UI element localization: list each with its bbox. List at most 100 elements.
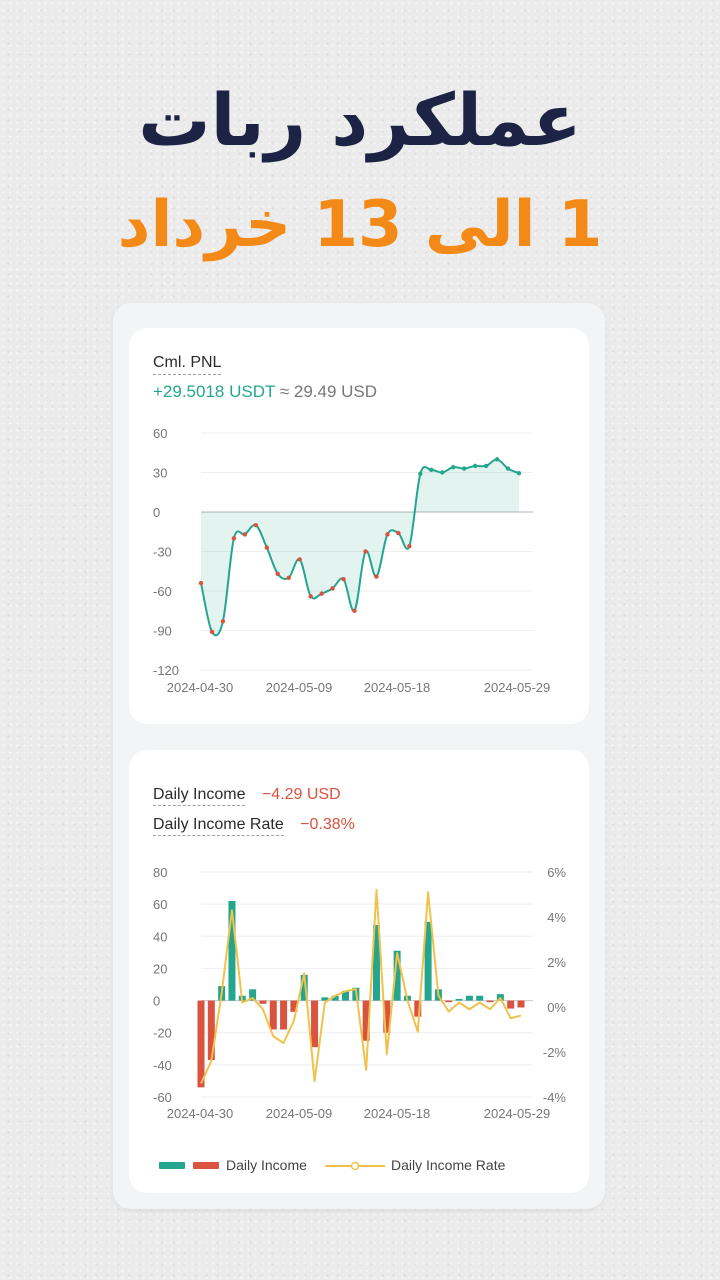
pnl-point (461, 466, 467, 471)
pnl-point (494, 457, 500, 462)
cml-pnl-label[interactable]: Cml. PNL (153, 354, 222, 375)
legend-income-label: Daily Income (226, 1157, 307, 1173)
y2-tick-label: -2% (543, 1045, 567, 1060)
pnl-point (220, 619, 226, 624)
daily-income-value: −4.29 USD (261, 786, 341, 803)
headline-subtitle: 1 الی 13 خرداد (117, 188, 603, 262)
x-tick-label: 2024-05-09 (266, 1106, 333, 1121)
pnl-area (201, 459, 519, 636)
income-bar (321, 997, 329, 1001)
income-bar (517, 1000, 525, 1008)
income-bar (300, 974, 308, 1001)
daily-income-label[interactable]: Daily Income (153, 786, 246, 806)
charts-panel: Cml. PNL +29.5018 USDT ≈ 29.49 USD 60 30 0… (113, 303, 605, 1209)
pnl-point (242, 532, 248, 537)
pnl-point (253, 522, 259, 528)
headline-title: عملکرد ربات (138, 78, 582, 162)
pnl-point (429, 467, 434, 473)
x-tick-label: 2024-04-30 (167, 1106, 234, 1121)
x-tick-label: 2024-04-30 (167, 680, 234, 695)
x-tick-label: 2024-05-18 (364, 680, 431, 695)
income-bar (207, 1000, 215, 1061)
pnl-point (286, 575, 291, 581)
y-tick-label: -90 (153, 624, 172, 639)
income-bar (197, 1000, 205, 1088)
pnl-point (418, 471, 423, 477)
pnl-point (407, 544, 412, 549)
y-tick-label: -120 (153, 663, 179, 678)
pnl-point (385, 532, 390, 537)
income-bar (445, 1000, 453, 1003)
y-tick-label: 60 (153, 897, 167, 912)
pnl-point (275, 571, 280, 577)
pnl-point (472, 463, 478, 469)
y-tick-label: 30 (153, 466, 167, 481)
income-bar (507, 1000, 515, 1009)
y-tick-label: -60 (153, 584, 172, 599)
pnl-point (231, 536, 237, 541)
daily-income-row: Daily Income −4.29 USD (153, 786, 341, 806)
pnl-point (319, 591, 324, 596)
y-tick-label: -40 (153, 1058, 172, 1073)
y-tick-label: 60 (153, 426, 167, 441)
income-bar (476, 995, 484, 1001)
income-bar (362, 1000, 370, 1041)
pnl-point (440, 470, 445, 475)
y-tick-label: 40 (153, 929, 167, 944)
y-tick-label: 20 (153, 961, 167, 976)
y2-tick-label: 0% (547, 1000, 566, 1015)
legend-income-swatch-red (193, 1162, 219, 1169)
y-tick-label: 0 (153, 505, 160, 520)
income-bar (342, 990, 350, 1001)
income-bar (393, 950, 401, 1001)
daily-income-rate-value: −0.38% (300, 816, 355, 833)
income-bar (465, 995, 473, 1001)
daily-income-chart[interactable]: 80 60 40 20 0 -20 -40 -60 6% 4% 2% 0% -2% -4% 2024-04-… (129, 750, 589, 1193)
y2-tick-label: -4% (543, 1090, 567, 1105)
income-bar (311, 1000, 319, 1048)
y-tick-label: -20 (153, 1026, 172, 1041)
pnl-point (505, 466, 511, 471)
y2-tick-label: 4% (547, 910, 566, 925)
pnl-point (198, 580, 204, 586)
cml-pnl-summary: +29.5018 USDT ≈ 29.49 USD (153, 382, 377, 402)
x-tick-label: 2024-05-29 (484, 680, 551, 695)
daily-income-rate-label[interactable]: Daily Income Rate (153, 816, 284, 836)
income-bar (414, 1000, 422, 1017)
income-bar (259, 1000, 267, 1004)
income-bar (331, 995, 339, 1001)
x-tick-label: 2024-05-29 (484, 1106, 551, 1121)
pnl-point (330, 586, 335, 591)
y-tick-label: -30 (153, 545, 172, 560)
pnl-point (341, 576, 346, 582)
pnl-point (374, 574, 379, 579)
cml-pnl-chart[interactable]: 60 30 0 -30 -60 -90 -120 2024-04-30 2024-05-09 20… (129, 328, 589, 724)
cml-pnl-card: Cml. PNL +29.5018 USDT ≈ 29.49 USD 60 30 0… (129, 328, 589, 724)
legend-income-swatch-green (159, 1162, 185, 1169)
pnl-point (308, 594, 313, 599)
income-bar (249, 989, 257, 1001)
income-bar (424, 921, 432, 1001)
income-bar (455, 998, 463, 1001)
y-tick-label: -60 (153, 1090, 172, 1105)
pnl-point (363, 549, 368, 554)
pnl-point (396, 530, 401, 536)
income-bar (280, 1000, 288, 1030)
legend-rate-label: Daily Income Rate (391, 1157, 506, 1173)
rate-line (200, 889, 522, 1084)
daily-income-rate-row: Daily Income Rate −0.38% (153, 816, 355, 836)
x-tick-label: 2024-05-09 (266, 680, 333, 695)
income-bar (290, 1000, 298, 1012)
income-bar (486, 1000, 494, 1003)
cml-pnl-approx: ≈ 29.49 USD (279, 382, 378, 401)
income-bar (383, 1000, 391, 1033)
income-bar (228, 900, 236, 1001)
pnl-point (209, 629, 215, 635)
cml-pnl-value: +29.5018 USDT (153, 382, 276, 401)
pnl-point (297, 557, 302, 562)
legend-rate-marker (350, 1161, 360, 1171)
pnl-point (483, 463, 489, 469)
y2-tick-label: 2% (547, 955, 566, 970)
pnl-point (352, 608, 357, 613)
pnl-point (264, 545, 269, 550)
